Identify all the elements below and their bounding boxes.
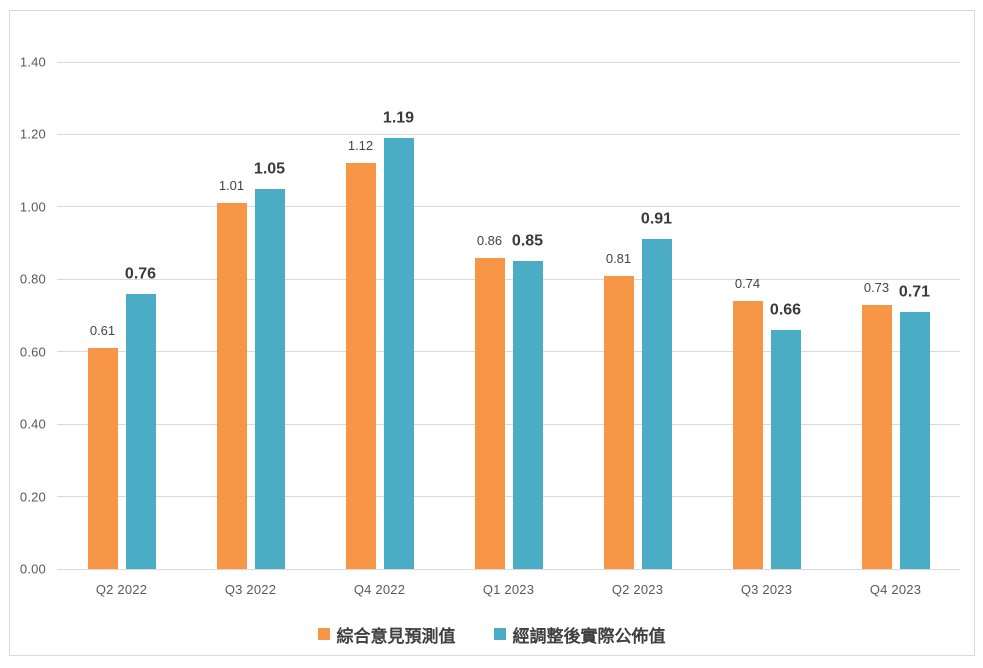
bar-value-label: 0.66 xyxy=(769,301,802,319)
gridline xyxy=(57,206,960,208)
x-tick-label: Q4 2022 xyxy=(353,582,406,597)
bar-value-label: 0.86 xyxy=(476,232,503,248)
bar-value-label: 1.19 xyxy=(382,109,415,127)
x-tick-label: Q2 2022 xyxy=(95,582,148,597)
bar xyxy=(899,311,930,569)
chart-frame xyxy=(9,10,975,656)
bar xyxy=(383,138,414,569)
bar xyxy=(770,329,801,569)
y-tick-label: 0.00 xyxy=(19,561,46,577)
bar xyxy=(732,301,763,569)
bar xyxy=(125,293,156,569)
bar-value-label: 1.05 xyxy=(253,160,286,178)
gridline xyxy=(57,351,960,353)
x-tick-label: Q2 2023 xyxy=(611,582,664,597)
bar xyxy=(603,275,634,569)
x-tick-label: Q3 2023 xyxy=(740,582,793,597)
bar-value-label: 0.76 xyxy=(124,265,157,283)
bar-value-label: 0.74 xyxy=(734,276,761,292)
legend-swatch-forecast xyxy=(317,628,330,640)
bar xyxy=(474,257,505,569)
bar-value-label: 0.81 xyxy=(605,250,632,266)
bar xyxy=(254,188,285,569)
x-tick-label: Q4 2023 xyxy=(869,582,922,597)
bar xyxy=(216,203,247,569)
bar-value-label: 0.85 xyxy=(511,232,544,250)
y-tick-label: 1.00 xyxy=(19,199,46,215)
legend-label-forecast: 綜合意見預測值 xyxy=(336,626,456,647)
y-tick-label: 0.20 xyxy=(19,489,46,505)
gridline xyxy=(57,568,960,570)
legend-label-actual: 經調整後實際公佈值 xyxy=(512,626,666,647)
gridline xyxy=(57,133,960,135)
y-tick-label: 0.80 xyxy=(19,271,46,287)
bar-value-label: 0.61 xyxy=(89,323,116,339)
gridline xyxy=(57,496,960,498)
bar-value-label: 0.73 xyxy=(863,279,890,295)
legend-swatch-actual xyxy=(493,628,506,640)
y-tick-label: 1.20 xyxy=(19,126,46,142)
bar-value-label: 0.91 xyxy=(640,211,673,229)
y-tick-label: 0.40 xyxy=(19,416,46,432)
bar xyxy=(512,261,543,569)
bar-value-label: 1.12 xyxy=(347,138,374,154)
legend-item-actual: 經調整後實際公佈值 xyxy=(493,622,666,647)
bar xyxy=(861,304,892,569)
gridline xyxy=(57,278,960,280)
bar-value-label: 0.71 xyxy=(898,283,931,301)
gridline xyxy=(57,61,960,63)
x-tick-label: Q3 2022 xyxy=(224,582,277,597)
bar-value-label: 1.01 xyxy=(218,178,245,194)
legend: 綜合意見預測值 經調整後實際公佈值 xyxy=(0,622,983,647)
bar xyxy=(641,239,672,569)
gridline xyxy=(57,423,960,425)
y-tick-label: 0.60 xyxy=(19,344,46,360)
bar xyxy=(87,348,118,569)
y-tick-label: 1.40 xyxy=(19,54,46,70)
bar xyxy=(345,163,376,569)
x-tick-label: Q1 2023 xyxy=(482,582,535,597)
legend-item-forecast: 綜合意見預測值 xyxy=(317,622,456,647)
